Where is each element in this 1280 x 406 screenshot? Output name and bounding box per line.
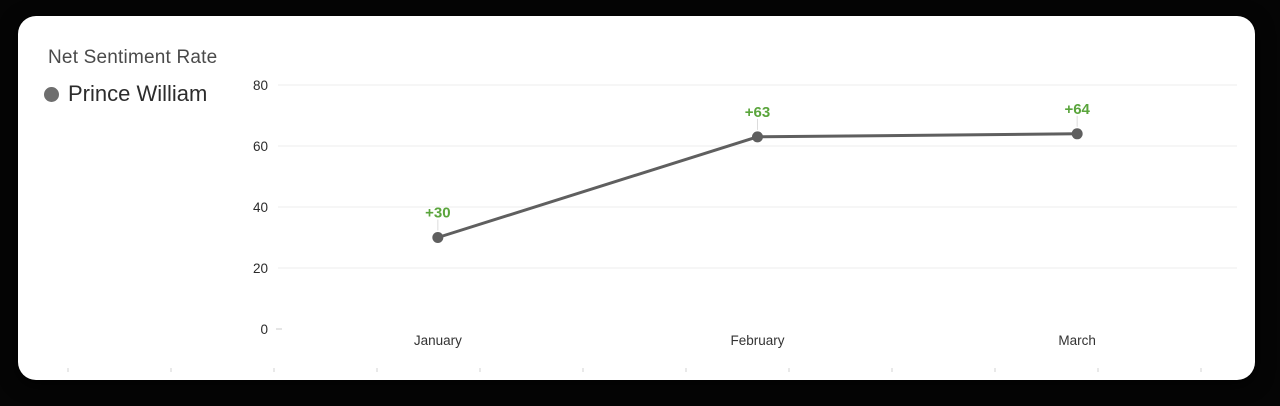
x-axis-label: March: [1058, 333, 1096, 348]
chart-card: Net Sentiment Rate Prince William 0 20 40 6…: [18, 16, 1255, 380]
data-point-label: +30: [425, 205, 450, 222]
chart-title: Net Sentiment Rate: [48, 47, 218, 68]
chart-area: 0 20 40 60 80 January February March +30 +63 +64: [67, 78, 1237, 372]
y-axis-tick-label: 60: [253, 139, 268, 154]
y-axis-tick-label: 0: [260, 322, 268, 337]
data-point[interactable]: [752, 131, 763, 143]
y-axis-tick-label: 80: [253, 78, 268, 93]
data-point[interactable]: [432, 232, 444, 243]
legend-marker-icon: [44, 86, 59, 102]
x-axis-label: February: [730, 333, 784, 348]
data-point-label: +64: [1064, 101, 1090, 118]
data-point[interactable]: [1071, 128, 1083, 140]
legend[interactable]: Prince William: [44, 81, 207, 107]
data-point-label: +63: [745, 104, 770, 121]
y-axis-tick-label: 20: [253, 261, 268, 276]
series-line: [436, 132, 1079, 239]
legend-label: Prince William: [68, 81, 208, 106]
y-axis-tick-label: 40: [253, 200, 268, 215]
x-axis-label: January: [414, 333, 462, 348]
